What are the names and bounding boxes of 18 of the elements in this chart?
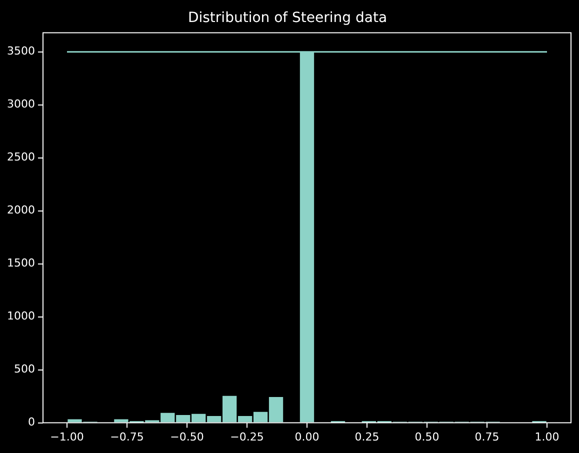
y-tick-label: 3000 [6, 98, 35, 111]
x-tick-label: 0.25 [354, 430, 380, 444]
x-tick-label: −1.00 [50, 430, 84, 444]
x-tick-label: −0.25 [230, 430, 264, 444]
x-tick-label: 0.50 [414, 430, 440, 444]
x-tick-label: 1.00 [534, 430, 560, 444]
x-tick-label: 0.00 [294, 430, 320, 444]
y-tick-label: 1000 [6, 310, 35, 323]
x-tick-label: −0.50 [170, 430, 204, 444]
y-tick-label: 500 [14, 362, 35, 376]
x-tick-label: −0.75 [110, 430, 144, 444]
y-tick-label: 0 [28, 416, 35, 429]
y-tick-label: 2500 [6, 150, 35, 164]
y-tick-label: 2000 [6, 204, 35, 217]
y-tick-label: 1500 [6, 256, 35, 270]
y-tick-label: 3500 [6, 44, 35, 58]
x-tick-label: 0.75 [474, 430, 500, 444]
chart-title: Distribution of Steering data [188, 10, 388, 26]
